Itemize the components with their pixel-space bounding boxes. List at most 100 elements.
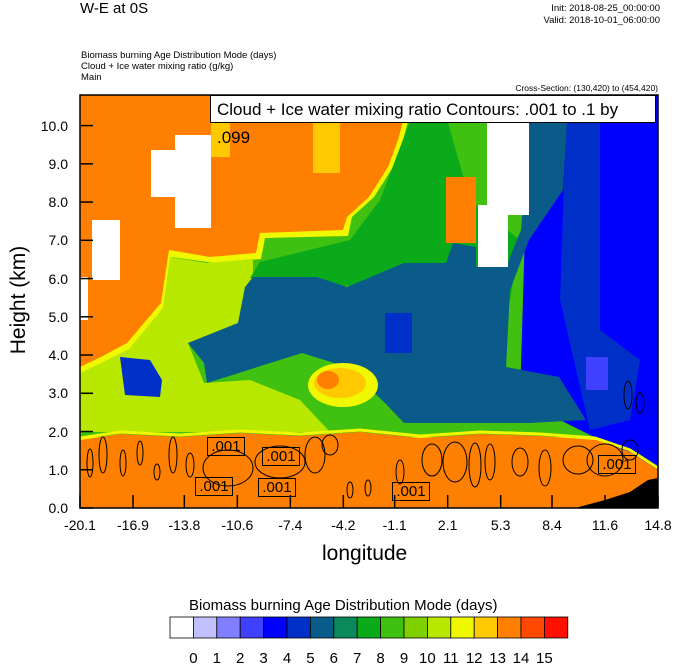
colorbar-label: 6 <box>329 650 338 667</box>
field-dark-blue-patch <box>385 313 412 353</box>
y-tick-label: 9.0 <box>48 155 68 172</box>
colorbar-label: 12 <box>465 650 483 667</box>
cloud-contour <box>468 442 482 488</box>
colorbar-swatch <box>239 616 264 639</box>
colorbar-label: 5 <box>306 650 315 667</box>
cloud-contour <box>421 443 443 477</box>
y-tick-label: 8.0 <box>48 194 68 211</box>
field-teal <box>188 120 586 423</box>
contour-label: .001 <box>598 455 636 474</box>
y-tick-label: 0.0 <box>48 500 68 516</box>
cloud-contour <box>484 443 496 481</box>
cloud-contour <box>168 436 178 474</box>
colorbar-label: 2 <box>236 650 245 667</box>
cloud-contour <box>538 449 552 487</box>
colorbar-label: 10 <box>419 650 436 667</box>
colorbar-label: 0 <box>189 650 198 667</box>
colorbar-label: 11 <box>443 650 459 667</box>
contour-label: .001 <box>207 437 245 456</box>
cloud-contour <box>98 436 108 474</box>
cloud-contour <box>86 448 94 478</box>
cloud-contour <box>511 447 529 477</box>
colorbar-label: 4 <box>282 650 292 667</box>
init-time: Init: 2018-08-25_00:00:00 <box>551 3 660 14</box>
x-tick-label: 5.3 <box>490 517 511 533</box>
cloud-contour <box>635 392 645 414</box>
colorbar-swatch <box>544 616 569 639</box>
field-medium-blue <box>560 95 640 430</box>
y-tick-label: 10.0 <box>40 117 68 134</box>
y-tick-label: 3.0 <box>48 385 68 402</box>
contour-label: .001 <box>262 447 300 466</box>
x-tick-label: 14.8 <box>644 517 672 533</box>
cloud-contour <box>185 452 195 478</box>
colorbar-swatch <box>356 616 382 639</box>
contour-label: .001 <box>258 478 296 497</box>
cloud-contour <box>586 443 624 477</box>
x-tick-label: 2.1 <box>437 517 458 533</box>
terrain <box>575 478 658 508</box>
x-tick-label: -7.4 <box>278 517 303 533</box>
cloud-contour <box>621 439 639 461</box>
colorbar-swatch <box>216 616 241 639</box>
field-name-3: Main <box>81 72 102 83</box>
field-gold-patch <box>313 120 340 173</box>
contour-label: .001 <box>195 477 233 496</box>
colorbar-swatch <box>520 616 545 639</box>
y-tick-label: 4.0 <box>48 347 68 364</box>
x-tick-label: -4.2 <box>331 517 356 533</box>
y-axis-label: Height (km) <box>7 245 30 355</box>
cloud-contour <box>562 445 594 475</box>
y-tick-label: 6.0 <box>48 270 68 287</box>
colorbar-label: 13 <box>489 650 506 667</box>
cloud-contour <box>346 481 354 499</box>
colorbar-swatch <box>497 616 522 639</box>
cloud-contour <box>119 449 127 477</box>
cloud-contour <box>321 434 339 456</box>
colorbar-swatch <box>309 616 335 639</box>
y-tick-label: 2.0 <box>48 423 68 440</box>
cloud-contour <box>304 436 326 474</box>
field-boundary-yellow-edge <box>80 428 658 470</box>
x-tick-label: 8.4 <box>542 517 562 533</box>
cloud-contour <box>202 449 254 487</box>
colorbar-swatch <box>426 616 452 639</box>
field-name-2: Cloud + Ice water mixing ratio (g/kg) <box>81 61 234 72</box>
plot-title: W-E at 0S <box>80 0 149 17</box>
colorbar-label: 3 <box>259 650 268 667</box>
cloud-contour <box>395 459 405 485</box>
y-tick-label: 5.0 <box>48 308 68 325</box>
colorbar-label: 15 <box>536 650 553 667</box>
field-white-region <box>80 277 88 320</box>
colorbar-swatch <box>192 616 218 639</box>
field-name-1: Biomass burning Age Distribution Mode (d… <box>81 50 277 61</box>
field-gold-patch <box>211 120 230 157</box>
x-tick-label: -1.1 <box>382 517 407 533</box>
colorbar-swatch <box>403 616 428 639</box>
colorbar-swatch <box>380 616 405 639</box>
field-orange-patch <box>446 177 476 243</box>
field-boundary-layer <box>80 432 658 508</box>
field-light-blue-patch <box>586 357 608 390</box>
x-tick-label: 11.6 <box>591 517 619 533</box>
x-tick-label: -20.1 <box>64 517 96 533</box>
cloud-contour <box>623 380 633 410</box>
colorbar-swatch <box>169 616 194 639</box>
y-tick-label: 7.0 <box>48 232 68 249</box>
field-white-region <box>478 205 508 267</box>
contour-label: .001 <box>392 482 430 501</box>
colorbar-label: 8 <box>376 650 385 667</box>
field-white-region <box>92 220 120 280</box>
colorbar-label: 1 <box>212 650 221 667</box>
field-white-region <box>487 120 529 215</box>
colorbar-label: 7 <box>353 650 362 667</box>
colorbar-label: 14 <box>512 650 530 667</box>
colorbar-swatch <box>450 616 475 639</box>
x-tick-label: -10.6 <box>221 517 254 533</box>
colorbar-label: 9 <box>399 650 409 667</box>
valid-time: Valid: 2018-10-01_06:00:00 <box>543 15 660 26</box>
field-white-region <box>175 135 211 228</box>
cross-section-label: Cross-Section: (130,420) to (454,420) <box>515 83 658 93</box>
field-dark-blue-patch <box>120 357 162 397</box>
